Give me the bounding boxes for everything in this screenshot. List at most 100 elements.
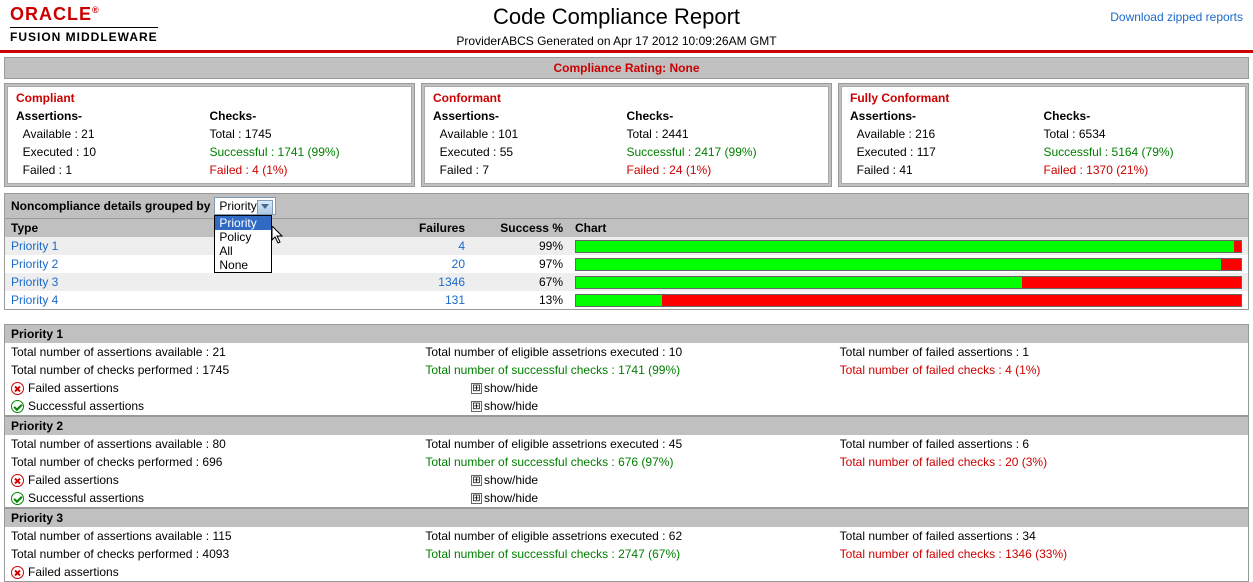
priority-section-header: Priority 2 — [4, 416, 1249, 435]
priority-section-body: Total number of assertions available : 8… — [4, 435, 1249, 508]
success-pct: 97% — [471, 255, 569, 273]
expand-icon: ⊞ — [471, 493, 482, 504]
grouping-bar: Noncompliance details grouped by Priorit… — [4, 193, 1249, 219]
priority-link[interactable]: Priority 3 — [11, 275, 58, 289]
summary-panel: Compliant Assertions- Available : 21 Exe… — [4, 83, 415, 187]
failed-assertions-label: Failed assertions — [28, 565, 119, 579]
checks-successful-stat: Total number of successful checks : 1741… — [419, 361, 833, 379]
chart-fail-segment — [1022, 277, 1241, 288]
chart-cell — [569, 292, 1248, 309]
chart-fail-segment — [1234, 241, 1241, 252]
oracle-logo: ORACLE® — [10, 4, 210, 25]
show-hide-toggle[interactable]: ⊞show/hide — [471, 491, 538, 505]
panel-title: Conformant — [433, 91, 820, 105]
noncompliance-table-header: Type Failures Success % Chart — [4, 219, 1249, 237]
expand-icon: ⊞ — [471, 401, 482, 412]
failures-link[interactable]: 1346 — [438, 275, 465, 289]
assertions-header: Assertions- — [850, 107, 1044, 125]
expand-icon: ⊞ — [471, 475, 482, 486]
title-block: Code Compliance Report ProviderABCS Gene… — [210, 4, 1023, 48]
logo-subtitle: FUSION MIDDLEWARE — [10, 27, 158, 44]
show-hide-toggle[interactable]: ⊞show/hide — [471, 381, 538, 395]
assertions-executed: Executed : 10 — [16, 143, 210, 161]
grouping-select[interactable]: Priority — [214, 197, 275, 215]
summary-panels: Compliant Assertions- Available : 21 Exe… — [0, 83, 1253, 193]
panel-title: Fully Conformant — [850, 91, 1237, 105]
assertions-available: Available : 21 — [16, 125, 210, 143]
checks-total: Total : 2441 — [627, 125, 821, 143]
successful-assertions-label: Successful assertions — [28, 491, 144, 505]
assertions-failed: Failed : 7 — [433, 161, 627, 179]
checks-successful: Successful : 2417 (99%) — [627, 143, 821, 161]
table-row: Priority 2 20 97% — [5, 255, 1248, 273]
grouping-dropdown: PriorityPolicyAllNone — [214, 215, 272, 273]
page-subtitle: ProviderABCS Generated on Apr 17 2012 10… — [210, 34, 1023, 48]
assertions-executed: Executed : 117 — [850, 143, 1044, 161]
assertions-executed-stat: Total number of eligible assetrions exec… — [419, 527, 833, 545]
chart-success-segment — [576, 241, 1234, 252]
checks-successful-stat: Total number of successful checks : 676 … — [419, 453, 833, 471]
priority-section-header: Priority 3 — [4, 508, 1249, 527]
assertions-available-stat: Total number of assertions available : 1… — [5, 527, 419, 545]
failures-link[interactable]: 4 — [458, 239, 465, 253]
dropdown-option[interactable]: Priority — [215, 216, 271, 230]
header: ORACLE® FUSION MIDDLEWARE Code Complianc… — [0, 0, 1253, 53]
download-block: Download zipped reports — [1023, 4, 1243, 24]
col-failures: Failures — [383, 219, 471, 237]
success-pct: 13% — [471, 291, 569, 309]
priority-section-body: Total number of assertions available : 2… — [4, 343, 1249, 416]
assertions-header: Assertions- — [433, 107, 627, 125]
fail-icon — [11, 382, 24, 395]
failed-assertions-label: Failed assertions — [28, 473, 119, 487]
fail-icon — [11, 474, 24, 487]
show-hide-toggle[interactable]: ⊞show/hide — [471, 399, 538, 413]
checks-total: Total : 1745 — [210, 125, 404, 143]
assertions-header: Assertions- — [16, 107, 210, 125]
priority-link[interactable]: Priority 1 — [11, 239, 58, 253]
chart-cell — [569, 256, 1248, 273]
col-success: Success % — [471, 219, 569, 237]
checks-successful-stat: Total number of successful checks : 2747… — [419, 545, 833, 563]
checks-failed: Failed : 1370 (21%) — [1044, 161, 1238, 179]
cursor-icon — [272, 226, 286, 244]
failed-assertions-label: Failed assertions — [28, 381, 119, 395]
checks-failed: Failed : 4 (1%) — [210, 161, 404, 179]
logo-block: ORACLE® FUSION MIDDLEWARE — [10, 4, 210, 44]
assertions-executed-stat: Total number of eligible assetrions exec… — [419, 435, 833, 453]
dropdown-option[interactable]: Policy — [215, 230, 271, 244]
summary-panel: Conformant Assertions- Available : 101 E… — [421, 83, 832, 187]
chart-fail-segment — [662, 295, 1241, 306]
dropdown-option[interactable]: All — [215, 244, 271, 258]
dropdown-option[interactable]: None — [215, 258, 271, 272]
chart-fail-segment — [1221, 259, 1241, 270]
priority-section-body: Total number of assertions available : 1… — [4, 527, 1249, 582]
summary-panel: Fully Conformant Assertions- Available :… — [838, 83, 1249, 187]
fail-icon — [11, 566, 24, 579]
priority-section-header: Priority 1 — [4, 324, 1249, 343]
grouping-select-wrap: Priority PriorityPolicyAllNone — [214, 197, 275, 215]
success-icon — [11, 492, 24, 505]
page-title: Code Compliance Report — [210, 4, 1023, 30]
success-chart-bar — [575, 276, 1242, 289]
checks-total: Total : 6534 — [1044, 125, 1238, 143]
table-row: Priority 1 4 99% — [5, 237, 1248, 255]
assertions-failed-stat: Total number of failed assertions : 1 — [834, 343, 1248, 361]
download-link[interactable]: Download zipped reports — [1110, 10, 1243, 24]
checks-header: Checks- — [1044, 107, 1238, 125]
grouping-select-value: Priority — [219, 199, 256, 213]
checks-performed-stat: Total number of checks performed : 1745 — [5, 361, 419, 379]
checks-performed-stat: Total number of checks performed : 696 — [5, 453, 419, 471]
show-hide-toggle[interactable]: ⊞show/hide — [471, 473, 538, 487]
success-pct: 67% — [471, 273, 569, 291]
priority-link[interactable]: Priority 2 — [11, 257, 58, 271]
assertions-failed-stat: Total number of failed assertions : 6 — [834, 435, 1248, 453]
success-chart-bar — [575, 294, 1242, 307]
assertions-executed-stat: Total number of eligible assetrions exec… — [419, 343, 833, 361]
failures-link[interactable]: 20 — [452, 257, 465, 271]
priority-link[interactable]: Priority 4 — [11, 293, 58, 307]
assertions-available: Available : 101 — [433, 125, 627, 143]
checks-failed: Failed : 24 (1%) — [627, 161, 821, 179]
checks-header: Checks- — [210, 107, 404, 125]
assertions-available: Available : 216 — [850, 125, 1044, 143]
failures-link[interactable]: 131 — [445, 293, 465, 307]
